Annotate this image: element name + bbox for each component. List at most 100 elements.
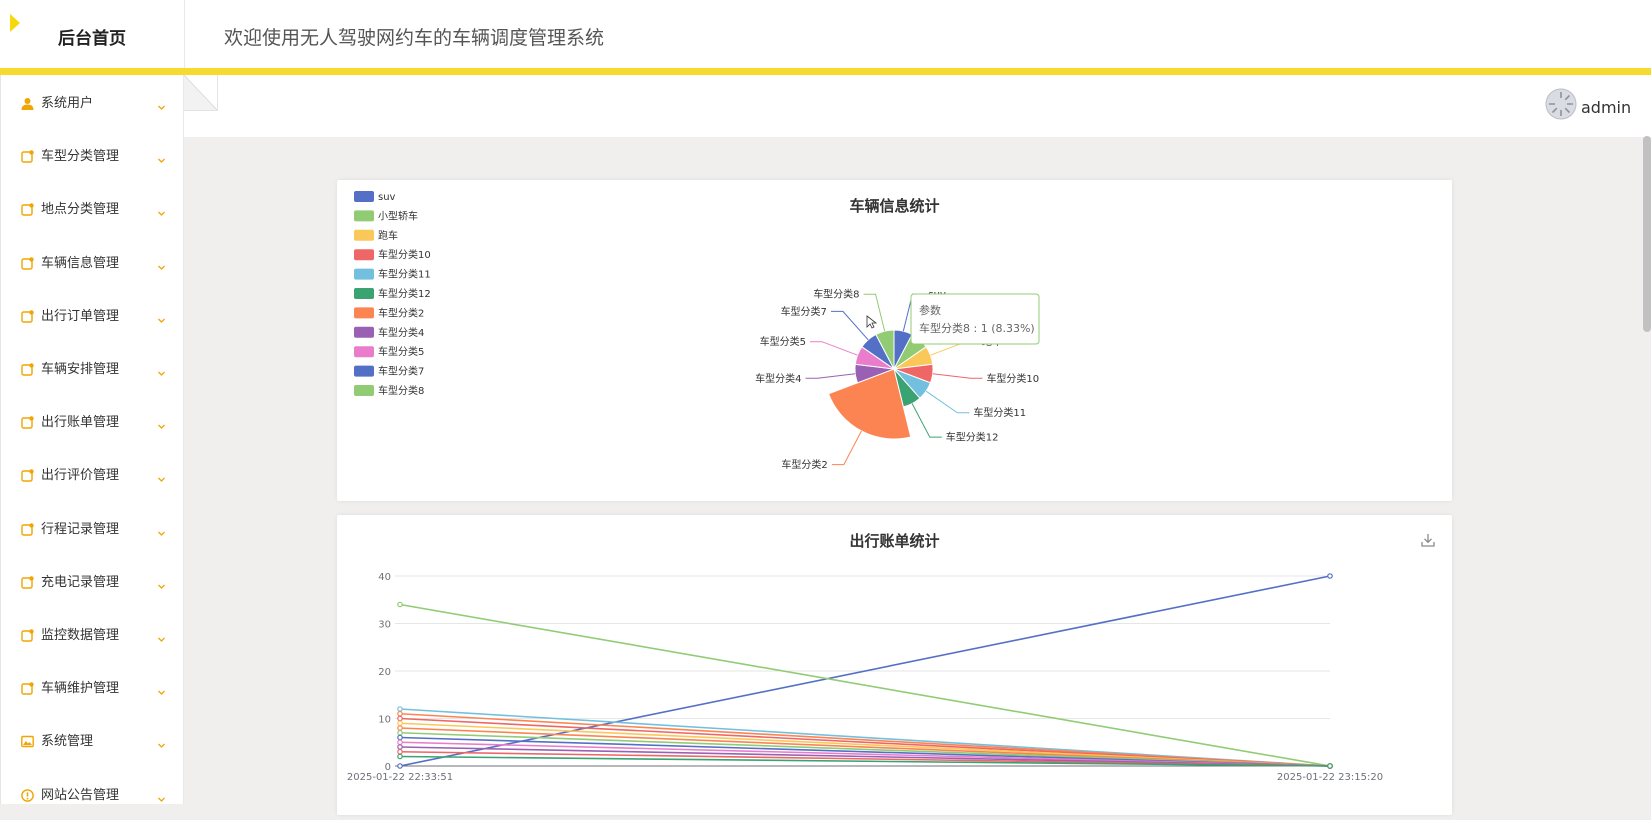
tooltip-text: 车型分类8 : 1 (8.33%)	[919, 321, 1035, 335]
sidebar-item-10[interactable]: 充电记录管理	[1, 554, 184, 607]
data-point[interactable]	[397, 729, 403, 736]
legend-swatch[interactable]	[354, 288, 374, 299]
image-icon	[21, 733, 34, 748]
legend-swatch[interactable]	[354, 385, 374, 396]
edit-icon	[21, 627, 34, 642]
y-tick-label: 30	[378, 620, 391, 631]
pie-slice[interactable]	[827, 368, 912, 440]
edit-icon	[21, 521, 34, 536]
vehicle-stats-card: 车辆信息统计 suv 小型轿车跑车车型分类10 车型分类11 车型分类12 车型分类2 车…	[337, 180, 1452, 501]
legend-label[interactable]: 车型分类7	[378, 365, 424, 378]
chevron-down-icon[interactable]	[157, 363, 166, 376]
legend-label[interactable]: suv	[378, 192, 396, 203]
chart-title: 车辆信息统计	[849, 197, 940, 215]
legend-label[interactable]: 跑车	[378, 229, 398, 242]
legend-swatch[interactable]	[354, 365, 374, 377]
data-point[interactable]	[397, 763, 403, 769]
sidebar-item-13[interactable]: 系统管理	[1, 713, 184, 766]
chevron-down-icon[interactable]	[157, 682, 166, 696]
chevron-down-icon[interactable]	[157, 150, 166, 164]
chevron-down-icon[interactable]	[157, 523, 166, 536]
legend-swatch[interactable]	[354, 326, 374, 338]
series-line[interactable]	[399, 755, 1331, 767]
chevron-down-icon[interactable]	[157, 576, 166, 589]
chevron-down-icon[interactable]	[157, 97, 166, 110]
sidebar-item-11[interactable]: 监控数据管理	[1, 607, 184, 660]
data-point[interactable]	[397, 720, 403, 727]
chevron-down-icon[interactable]	[157, 257, 166, 270]
chevron-down-icon[interactable]	[157, 416, 166, 430]
legend-label[interactable]: 车型分类11	[378, 268, 431, 281]
toolbar: admin	[184, 75, 1651, 137]
series-line[interactable]	[399, 603, 1331, 767]
legend-swatch[interactable]	[354, 307, 374, 319]
sidebar-item-2[interactable]: 车型分类管理	[1, 128, 184, 181]
pie-label-line	[830, 310, 869, 341]
chevron-down-icon[interactable]	[157, 789, 166, 802]
sidebar-item-7[interactable]: 出行账单管理	[1, 394, 184, 447]
sidebar: 系统用户 车型分类管理地点分类管理车辆信息管理出行订单管理车辆安排管理 出行账单管理…	[0, 75, 184, 804]
sidebar-item-5[interactable]: 出行订单管理	[1, 288, 184, 341]
sidebar-item-8[interactable]: 出行评价管理	[1, 447, 184, 500]
data-point[interactable]	[397, 601, 403, 608]
data-point[interactable]	[397, 748, 403, 755]
sidebar-item-14[interactable]: 网站公告管理	[1, 767, 184, 820]
sidebar-item-label: 车辆维护管理	[41, 681, 120, 697]
download-icon[interactable]	[1420, 532, 1436, 548]
sidebar-item-label: 出行评价管理	[41, 468, 120, 484]
user-name[interactable]: admin	[1581, 98, 1632, 117]
legend-label[interactable]: 车型分类8	[378, 384, 424, 397]
data-point[interactable]	[397, 744, 403, 750]
legend-label[interactable]: 车型分类10	[378, 248, 431, 261]
data-point[interactable]	[397, 710, 403, 717]
data-point[interactable]	[397, 734, 403, 741]
home-title[interactable]: 后台首页	[58, 29, 126, 49]
sidebar-item-1[interactable]: 系统用户	[1, 75, 184, 128]
sidebar-item-4[interactable]: 车辆信息管理	[1, 235, 184, 288]
pie-label-line	[805, 373, 856, 379]
scrollbar-thumb[interactable]	[1643, 136, 1651, 332]
legend-swatch[interactable]	[354, 210, 374, 222]
data-point[interactable]	[397, 725, 403, 731]
data-point[interactable]	[397, 739, 403, 746]
logo-area: 后台首页	[0, 0, 185, 68]
sidebar-item-6[interactable]: 车辆安排管理	[1, 341, 184, 394]
legend-label[interactable]: 小型轿车	[378, 209, 418, 222]
avatar[interactable]	[1545, 88, 1577, 120]
pie-label-line	[932, 373, 983, 379]
legend-label[interactable]: 车型分类12	[378, 287, 431, 300]
pie-slice-label: 车型分类4	[755, 372, 801, 385]
legend-swatch[interactable]	[354, 229, 374, 241]
legend-label[interactable]: 车型分类4	[378, 326, 424, 339]
data-point[interactable]	[397, 715, 403, 722]
data-point[interactable]	[397, 706, 403, 712]
chevron-down-icon[interactable]	[157, 735, 166, 749]
legend-label[interactable]: 车型分类2	[378, 306, 424, 319]
info-icon	[21, 787, 34, 802]
chevron-down-icon[interactable]	[157, 469, 166, 483]
data-point[interactable]	[1327, 763, 1333, 769]
legend-swatch[interactable]	[354, 249, 374, 261]
y-tick-label: 10	[378, 715, 391, 726]
edit-icon	[21, 255, 34, 270]
legend-swatch[interactable]	[354, 268, 374, 280]
data-point[interactable]	[1327, 573, 1333, 579]
pie-slice-label: 车型分类5	[760, 335, 806, 348]
sidebar-item-label: 地点分类管理	[41, 202, 120, 218]
collapse-toggle-icon[interactable]	[184, 75, 218, 111]
legend-label[interactable]: 车型分类5	[378, 345, 424, 358]
chevron-down-icon[interactable]	[157, 203, 166, 217]
legend-swatch[interactable]	[354, 191, 374, 202]
chevron-down-icon[interactable]	[157, 310, 166, 323]
data-point[interactable]	[397, 753, 403, 760]
chevron-down-icon[interactable]	[157, 629, 166, 642]
pie-label-line	[863, 293, 886, 332]
legend-swatch[interactable]	[354, 346, 374, 358]
sidebar-item-label: 出行订单管理	[41, 308, 120, 324]
sidebar-item-3[interactable]: 地点分类管理	[1, 181, 184, 234]
sidebar-item-9[interactable]: 行程记录管理	[1, 501, 184, 554]
sidebar-item-label: 行程记录管理	[41, 521, 120, 537]
edit-icon	[21, 148, 34, 163]
sidebar-item-12[interactable]: 车辆维护管理	[1, 660, 184, 713]
